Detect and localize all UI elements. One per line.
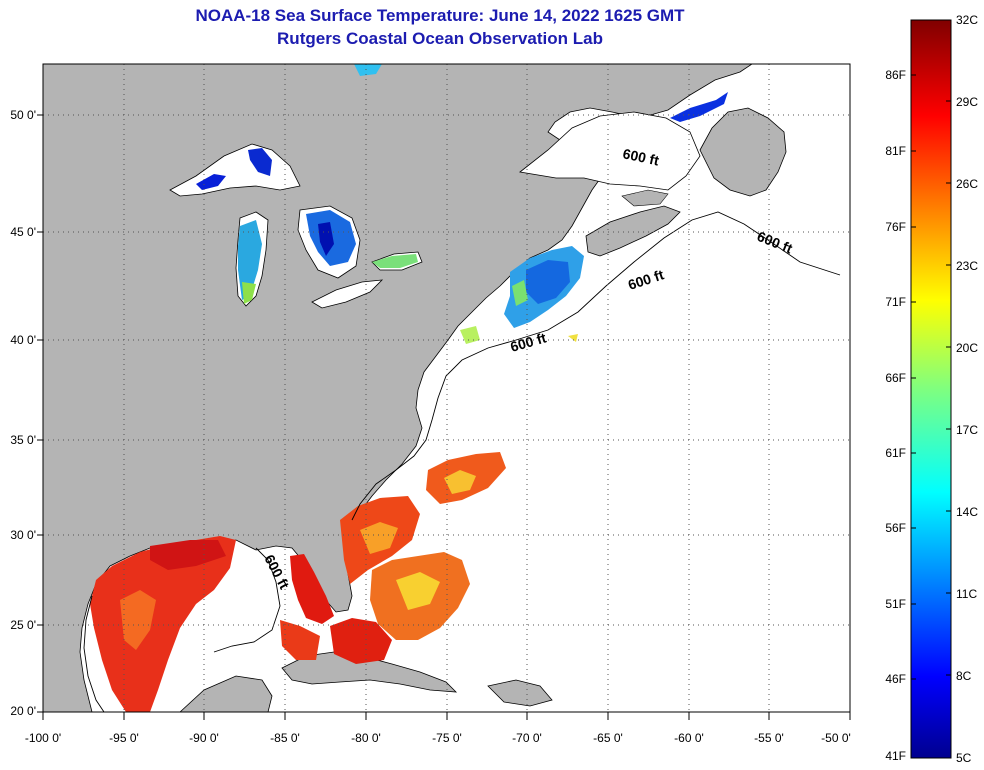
colorbar-label-c: 32C: [956, 13, 979, 27]
colorbar-label-c: 11C: [956, 587, 978, 601]
sst-southeast-atlantic: [330, 452, 506, 664]
colorbar-label-f: 56F: [885, 521, 906, 535]
land-hispaniola: [487, 679, 553, 707]
land-pei: [621, 189, 669, 207]
colorbar-label-f: 76F: [885, 220, 906, 234]
colorbar: [910, 19, 952, 759]
land-newfoundland: [699, 107, 787, 197]
colorbar-label-c: 5C: [956, 751, 972, 765]
map-title: NOAA-18 Sea Surface Temperature: June 14…: [195, 6, 685, 25]
colorbar-label-c: 8C: [956, 669, 972, 683]
colorbar-label-f: 86F: [885, 68, 906, 82]
gulf-st-lawrence: [519, 111, 701, 191]
lat-label: 25 0': [10, 618, 36, 632]
colorbar-label-c: 23C: [956, 259, 979, 273]
colorbar-label-c: 17C: [956, 423, 979, 437]
sst-gulf-of-mexico: [90, 536, 334, 712]
land-nova-scotia: [585, 205, 681, 257]
colorbar-label-f: 66F: [885, 371, 906, 385]
colorbar-label-f: 46F: [885, 672, 906, 686]
colorbar-label-f: 61F: [885, 446, 906, 460]
graticule: [43, 64, 850, 712]
lon-label: -85 0': [270, 731, 300, 745]
sst-lakes: [196, 64, 728, 304]
lon-label: -75 0': [432, 731, 462, 745]
colorbar-label-c: 29C: [956, 95, 979, 109]
lake-erie: [311, 279, 384, 309]
colorbar-label-c: 14C: [956, 505, 979, 519]
lat-label: 20 0': [10, 704, 36, 718]
lat-label: 30 0': [10, 528, 36, 542]
sst-gulf-of-maine: [460, 246, 584, 344]
lon-label: -50 0': [821, 731, 851, 745]
lat-label: 35 0': [10, 433, 36, 447]
colorbar-label-f: 51F: [885, 597, 906, 611]
colorbar-label-f: 81F: [885, 144, 906, 158]
lon-label: -55 0': [754, 731, 784, 745]
colorbar-label-c: 20C: [956, 341, 979, 355]
lon-label: -65 0': [593, 731, 623, 745]
lat-label: 50 0': [10, 108, 36, 122]
lon-label: -70 0': [512, 731, 542, 745]
lon-label: -95 0': [109, 731, 139, 745]
lat-label: 40 0': [10, 333, 36, 347]
map-subtitle: Rutgers Coastal Ocean Observation Lab: [277, 29, 603, 48]
lat-label: 45 0': [10, 225, 36, 239]
lon-label: -90 0': [189, 731, 219, 745]
lon-label: -80 0': [351, 731, 381, 745]
lon-label: -100 0': [24, 731, 62, 745]
lon-label: -60 0': [674, 731, 704, 745]
colorbar-label-c: 26C: [956, 177, 979, 191]
axis-ticks: [37, 114, 851, 720]
colorbar-label-f: 41F: [885, 749, 906, 763]
colorbar-label-f: 71F: [885, 295, 906, 309]
depth-contour-600ft-gulf: [83, 547, 281, 712]
contour-label: 600 ft: [621, 145, 660, 168]
colorbar-ticks: [911, 74, 951, 680]
depth-contour-600ft: [351, 211, 841, 521]
